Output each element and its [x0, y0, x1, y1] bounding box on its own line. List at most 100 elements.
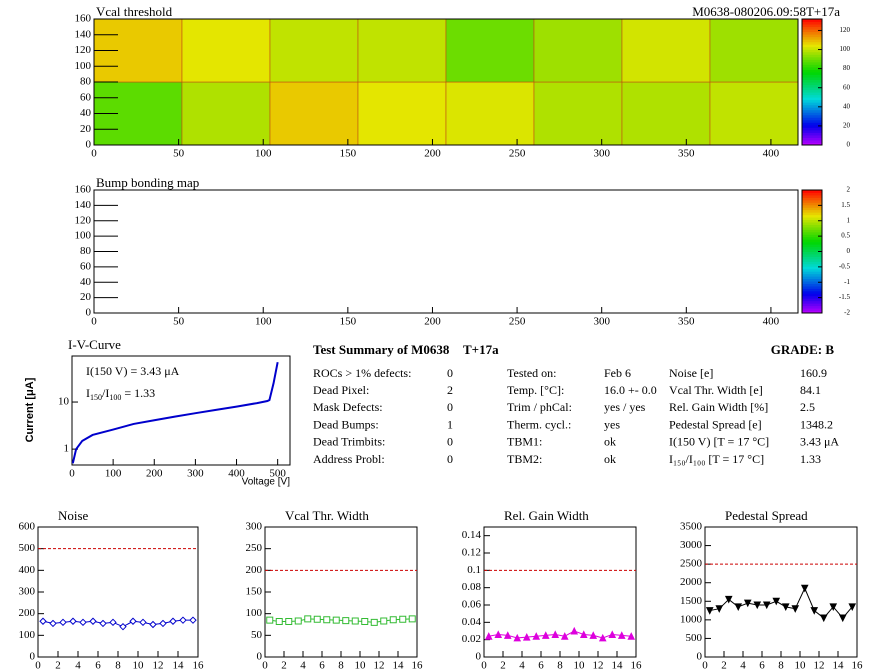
- y-tick-label: 0.08: [462, 581, 482, 593]
- x-tick-label: 8: [338, 660, 344, 672]
- y-tick-label: 1: [64, 443, 70, 455]
- x-tick-label: 150: [340, 316, 357, 328]
- marker: [579, 630, 588, 638]
- marker: [608, 630, 617, 638]
- colorbar-slice: [802, 21, 822, 25]
- colorbar-slice: [802, 276, 822, 280]
- marker: [294, 617, 302, 625]
- y-tick-label: 40: [80, 276, 92, 288]
- marker: [494, 630, 503, 638]
- marker: [781, 603, 790, 611]
- colorbar-slice: [802, 122, 822, 126]
- colorbar-label: 0: [847, 141, 851, 149]
- summary-value: 0: [447, 400, 453, 414]
- y-tick-label: 600: [19, 521, 36, 533]
- x-tick-label: 4: [300, 660, 306, 672]
- summary-label: Dead Pixel:: [313, 383, 369, 397]
- x-tick-label: 300: [187, 468, 204, 480]
- x-tick-label: 4: [519, 660, 525, 672]
- x-tick-label: 8: [557, 660, 563, 672]
- y-tick-label: 2500: [680, 558, 703, 570]
- x-tick-label: 50: [173, 148, 185, 160]
- summary-value: 1.33: [800, 452, 821, 466]
- summary-label: Address Probl:: [313, 452, 385, 466]
- chart-title: Pedestal Spread: [725, 508, 808, 523]
- colorbar-slice: [802, 219, 822, 223]
- plot-frame: [37, 526, 199, 658]
- y-tick-label: 10: [58, 396, 70, 408]
- colorbar-frame: [801, 18, 823, 146]
- y-tick-label: 80: [80, 76, 92, 88]
- colorbar-slice: [802, 109, 822, 113]
- summary-value: ok: [604, 435, 616, 449]
- marker: [59, 618, 67, 627]
- colorbar-slice: [802, 221, 822, 225]
- marker: [810, 607, 819, 615]
- x-tick-label: 6: [319, 660, 325, 672]
- annotation: I150/I100 = 1.33: [86, 386, 155, 402]
- colorbar-slice: [802, 36, 822, 40]
- marker: [285, 617, 293, 625]
- x-tick-label: 400: [763, 148, 780, 160]
- marker: [484, 632, 493, 640]
- y-tick-label: 40: [80, 107, 92, 119]
- marker: [743, 599, 752, 608]
- summary-value: 3.43 μA: [800, 435, 839, 449]
- colorbar-slice: [802, 139, 822, 143]
- colorbar-slice: [802, 79, 822, 83]
- marker: [522, 632, 531, 641]
- y-tick-label: 80: [80, 245, 92, 257]
- summary-value: 0: [447, 435, 453, 449]
- colorbar-slice: [802, 253, 822, 257]
- summary-label: Trim / phCal:: [507, 400, 572, 414]
- y-tick-label: 0: [697, 651, 703, 663]
- marker: [313, 615, 321, 623]
- summary-label: I(150 V) [T = 17 °C]: [669, 435, 769, 449]
- summary-grade: GRADE: B: [771, 342, 835, 357]
- colorbar-slice: [802, 224, 822, 228]
- y-tick-label: 400: [19, 564, 36, 576]
- colorbar-slice: [802, 134, 822, 138]
- colorbar-slice: [802, 278, 822, 282]
- colorbar-slice: [802, 229, 822, 233]
- summary-module: T+17a: [463, 342, 499, 357]
- x-tick-label: 12: [814, 660, 825, 672]
- colorbar-slice: [802, 117, 822, 121]
- marker: [119, 622, 127, 631]
- chart-title: I-V-Curve: [68, 337, 121, 352]
- y-tick-label: 140: [75, 199, 92, 211]
- series-line: [269, 618, 413, 623]
- colorbar-slice: [802, 266, 822, 270]
- colorbar-slice: [802, 293, 822, 297]
- y-tick-label: 0.12: [462, 547, 481, 559]
- x-tick-label: 2: [55, 660, 61, 672]
- marker: [342, 617, 350, 625]
- colorbar-label: 2: [847, 186, 851, 194]
- annotation-part: /I: [102, 386, 109, 400]
- colorbar-slice: [802, 209, 822, 213]
- colorbar-slice: [802, 29, 822, 33]
- summary-value: 1: [447, 417, 453, 431]
- colorbar-slice: [802, 256, 822, 260]
- colorbar-slice: [802, 241, 822, 245]
- marker: [275, 617, 283, 625]
- colorbar-slice: [802, 119, 822, 123]
- colorbar-slice: [802, 192, 822, 196]
- y-tick-label: 1000: [680, 613, 703, 625]
- y-tick-label: 20: [80, 123, 92, 135]
- marker: [49, 619, 57, 628]
- x-tick-label: 10: [795, 660, 807, 672]
- marker: [598, 633, 607, 642]
- y-tick-label: 0: [476, 651, 482, 663]
- x-tick-label: 12: [153, 660, 164, 672]
- summary-label: Temp. [°C]:: [507, 383, 564, 397]
- colorbar-slice: [802, 74, 822, 78]
- roc-cell: [181, 18, 271, 83]
- roc-cell: [709, 81, 799, 146]
- module-label: M0638-080206.09:58T+17a: [692, 4, 840, 19]
- y-tick-label: 0: [30, 651, 36, 663]
- y-tick-label: 1500: [680, 595, 703, 607]
- marker: [532, 632, 541, 640]
- marker: [791, 605, 800, 613]
- colorbar-label: 40: [843, 102, 851, 110]
